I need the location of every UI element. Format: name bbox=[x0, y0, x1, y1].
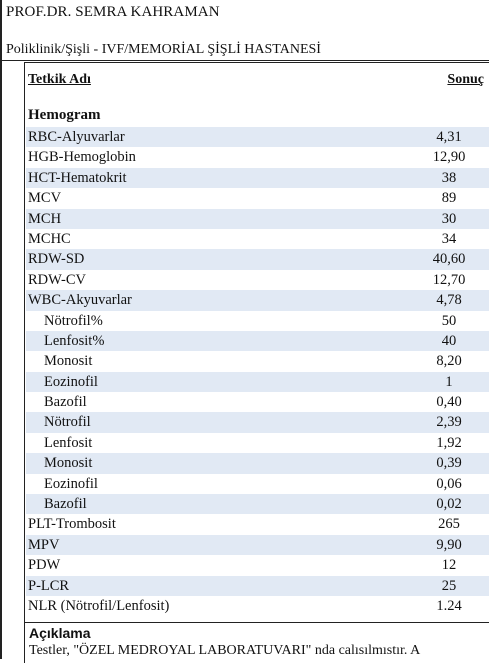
test-name: MCV bbox=[28, 190, 62, 207]
clinic-line: Poliklinik/Şişli - IVF/MEMORİAL ŞİŞLİ HA… bbox=[2, 42, 489, 61]
table-row: Nötrofil% 50 bbox=[26, 311, 489, 331]
test-result: 4,78 bbox=[436, 292, 462, 309]
test-result: 38 bbox=[441, 169, 457, 186]
test-name: P-LCR bbox=[28, 577, 70, 594]
table-row: Bazofil 0,02 bbox=[26, 494, 489, 515]
table-row: Bazofil 0,40 bbox=[26, 392, 489, 412]
table-row: RDW-CV 12,70 bbox=[26, 270, 489, 290]
test-name: MCH bbox=[28, 210, 62, 227]
test-result: 4,31 bbox=[436, 129, 462, 145]
column-header-test-name: Tetkik Adı bbox=[28, 72, 91, 87]
table-row: Lenfosit 1,92 bbox=[26, 433, 489, 453]
test-name: PLT-Trombosit bbox=[28, 516, 116, 533]
test-result: 265 bbox=[438, 516, 460, 533]
results-frame bbox=[24, 62, 489, 623]
table-row: Eozinofil 1 bbox=[26, 371, 489, 393]
test-result: 8,20 bbox=[436, 353, 462, 370]
test-result: 30 bbox=[441, 210, 457, 227]
table-row: Nötrofil 2,39 bbox=[26, 412, 489, 433]
table-row: MPV 9,90 bbox=[26, 534, 489, 556]
test-name: Lenfosit% bbox=[44, 332, 105, 349]
test-result: 12,70 bbox=[432, 271, 466, 288]
test-result: 89 bbox=[441, 190, 457, 207]
test-name: Nötrofil% bbox=[44, 312, 103, 329]
table-row: RBC-Alyuvarlar 4,31 bbox=[26, 127, 489, 148]
test-name: RBC-Alyuvarlar bbox=[28, 129, 125, 145]
test-result: 25 bbox=[441, 577, 457, 594]
table-row: NLR (Nötrofil/Lenfosit) 1.24 bbox=[26, 596, 489, 616]
test-result: 12,90 bbox=[432, 149, 466, 166]
test-result: 0,06 bbox=[436, 475, 462, 492]
test-name: Monosit bbox=[44, 455, 93, 472]
table-row: Lenfosit% 40 bbox=[26, 330, 489, 352]
test-name: RDW-CV bbox=[28, 271, 86, 288]
table-row: Eozinofil 0,06 bbox=[26, 474, 489, 494]
test-name: Eozinofil bbox=[44, 475, 98, 492]
explanation-text: Testler, "ÖZEL MEDROYAL LABORATUVARI" nd… bbox=[29, 643, 421, 658]
table-row: HGB-Hemoglobin 12,90 bbox=[26, 147, 489, 167]
test-name: Bazofil bbox=[44, 394, 87, 411]
test-name: HGB-Hemoglobin bbox=[28, 149, 136, 166]
test-result: 9,90 bbox=[436, 536, 462, 553]
doctor-name: PROF.DR. SEMRA KAHRAMAN bbox=[6, 4, 220, 20]
test-name: Eozinofil bbox=[44, 373, 98, 390]
test-result: 1 bbox=[445, 373, 453, 390]
table-row: MCV 89 bbox=[26, 188, 489, 208]
test-result: 0,40 bbox=[436, 394, 462, 411]
test-name: MPV bbox=[28, 536, 60, 553]
table-row: HCT-Hematokrit 38 bbox=[26, 167, 489, 189]
table-row: Monosit 0,39 bbox=[26, 453, 489, 474]
clinic-name: Poliklinik/Şişli - IVF/MEMORİAL ŞİŞLİ HA… bbox=[6, 42, 321, 57]
test-result: 1.24 bbox=[436, 597, 462, 614]
test-result: 2,39 bbox=[436, 414, 462, 431]
test-result: 12 bbox=[441, 557, 457, 574]
column-header-result: Sonuç bbox=[447, 72, 484, 87]
table-row: P-LCR 25 bbox=[26, 575, 489, 596]
test-name: MCHC bbox=[28, 230, 71, 247]
table-row: PDW 12 bbox=[26, 555, 489, 575]
section-title: Hemogram bbox=[28, 107, 101, 123]
test-result: 0,39 bbox=[436, 455, 462, 472]
table-row: MCHC 34 bbox=[26, 229, 489, 249]
test-name: WBC-Akyuvarlar bbox=[28, 292, 132, 309]
test-name: Monosit bbox=[44, 353, 93, 370]
table-row: PLT-Trombosit 265 bbox=[26, 514, 489, 534]
explanation-box: Açıklama Testler, "ÖZEL MEDROYAL LABORAT… bbox=[24, 622, 489, 663]
test-result: 1,92 bbox=[436, 434, 462, 451]
test-result: 50 bbox=[441, 312, 457, 329]
table-row: MCH 30 bbox=[26, 208, 489, 229]
test-name: Lenfosit bbox=[44, 434, 93, 451]
test-name: NLR (Nötrofil/Lenfosit) bbox=[28, 597, 170, 614]
test-result: 40 bbox=[441, 332, 457, 349]
test-name: Bazofil bbox=[44, 496, 87, 513]
test-result: 34 bbox=[441, 230, 457, 247]
test-name: RDW-SD bbox=[28, 251, 85, 268]
table-row: WBC-Akyuvarlar 4,78 bbox=[26, 290, 489, 311]
test-name: PDW bbox=[28, 557, 61, 574]
test-name: Nötrofil bbox=[44, 414, 91, 431]
test-name: HCT-Hematokrit bbox=[28, 169, 127, 186]
explanation-title: Açıklama bbox=[29, 625, 91, 641]
test-result: 0,02 bbox=[436, 496, 462, 513]
table-row: RDW-SD 40,60 bbox=[26, 249, 489, 270]
table-row: Monosit 8,20 bbox=[26, 351, 489, 371]
test-result: 40,60 bbox=[432, 251, 466, 268]
results-table: RBC-Alyuvarlar 4,31 HGB-Hemoglobin 12,90 HCT… bbox=[26, 127, 489, 616]
